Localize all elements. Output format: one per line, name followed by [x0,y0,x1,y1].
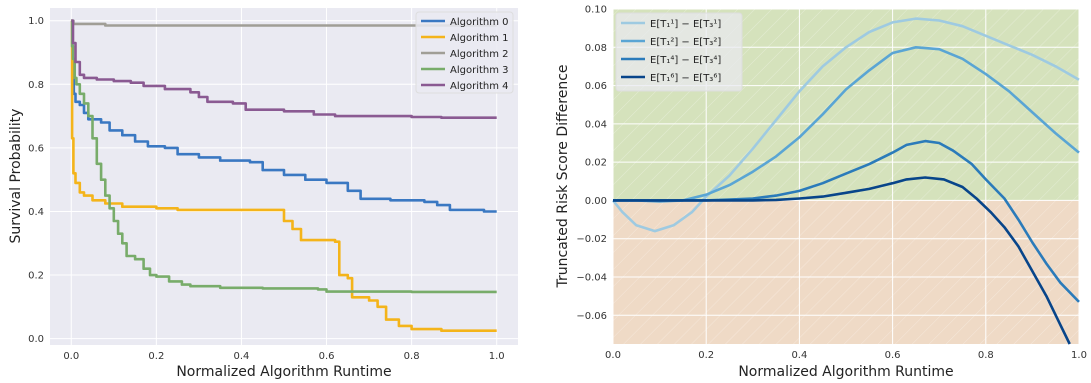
risk-legend-box [615,12,743,92]
survival-y-tick-label: 0.8 [28,80,44,91]
risk-y-tick-label: 0.06 [585,81,607,92]
survival-y-tick-label: 0.6 [28,143,44,154]
legend-label-moment-2: E[T₁²] − E[T₃²] [650,37,721,48]
risk-y-ticks: −0.06 −0.04 −0.02 0.00 0.02 0.04 0.06 0.08 0.10 [576,5,607,322]
risk-y-tick-label: −0.04 [576,273,607,284]
risk-y-tick-label: −0.02 [576,234,607,245]
survival-x-tick-label: 0.4 [234,351,250,362]
legend-label-algorithm-3: Algorithm 3 [450,65,509,76]
survival-y-tick-label: 1.0 [28,16,44,27]
legend-label-moment-6: E[T₁⁶] − E[T₃⁶] [650,73,721,84]
survival-chart: 0.0 0.2 0.4 0.6 0.8 1.0 0.0 0.2 0.4 0.6 0.8 1.0 No… [8,8,518,380]
survival-y-tick-label: 0.4 [28,207,44,218]
survival-x-tick-label: 0.0 [63,351,79,362]
risk-x-tick-label: 0.6 [885,350,901,361]
survival-y-tick-label: 0.2 [28,271,44,282]
risk-y-tick-label: −0.06 [576,311,607,322]
survival-y-tick-label: 0.0 [28,334,44,345]
risk-y-tick-label: 0.10 [585,5,607,16]
survival-x-tick-label: 1.0 [489,351,505,362]
survival-series-line-4 [71,19,497,119]
risk-series-line-3 [613,176,1071,345]
survival-series-line-0 [71,19,497,213]
survival-legend: Algorithm 0 Algorithm 1 Algorithm 2 Algo… [415,11,514,94]
risk-x-tick-label: 0.2 [698,350,714,361]
legend-label-moment-4: E[T₁⁴] − E[T₃⁴] [650,55,721,66]
survival-y-axis-label: Survival Probability [8,109,24,244]
legend-label-algorithm-0: Algorithm 0 [450,17,509,28]
risk-series-lines [611,17,1080,345]
risk-y-tick-label: 0.02 [585,158,607,169]
risk-y-tick-label: 0.04 [585,119,607,130]
survival-legend-box [415,11,514,94]
risk-x-axis-label: Normalized Algorithm Runtime [738,364,953,379]
risk-y-axis-label: Truncated Risk Score Difference [555,64,571,288]
risk-y-tick-label: 0.08 [585,43,607,54]
risk-series-line-0 [611,17,1080,233]
survival-series-line-1 [70,19,497,332]
legend-label-moment-1: E[T₁¹] − E[T₃¹] [650,19,721,30]
survival-x-tick-label: 0.6 [319,351,335,362]
risk-x-tick-label: 0.4 [791,350,807,361]
risk-legend: E[T₁¹] − E[T₃¹] E[T₁²] − E[T₃²] E[T₁⁴] −… [615,12,743,92]
survival-series-lines [70,19,497,332]
survival-x-ticks: 0.0 0.2 0.4 0.6 0.8 1.0 [63,351,504,362]
survival-x-tick-label: 0.2 [148,351,164,362]
legend-label-algorithm-2: Algorithm 2 [450,49,509,60]
survival-x-axis-label: Normalized Algorithm Runtime [176,364,391,379]
survival-y-ticks: 0.0 0.2 0.4 0.6 0.8 1.0 [28,16,44,345]
legend-label-algorithm-1: Algorithm 1 [450,33,509,44]
risk-difference-chart: 0.0 0.2 0.4 0.6 0.8 1.0 −0.06 −0.04 −0.02 0.00 0.… [555,5,1087,381]
risk-y-tick-label: 0.00 [585,196,607,207]
survival-x-tick-label: 0.8 [404,351,420,362]
legend-label-algorithm-4: Algorithm 4 [450,81,509,92]
survival-series-line-3 [70,19,497,294]
risk-x-tick-label: 0.0 [605,350,621,361]
risk-x-tick-label: 1.0 [1071,350,1087,361]
risk-x-ticks: 0.0 0.2 0.4 0.6 0.8 1.0 [605,350,1087,361]
risk-series-line-2 [613,139,1080,303]
risk-series-line-1 [613,46,1080,203]
risk-x-tick-label: 0.8 [978,350,994,361]
